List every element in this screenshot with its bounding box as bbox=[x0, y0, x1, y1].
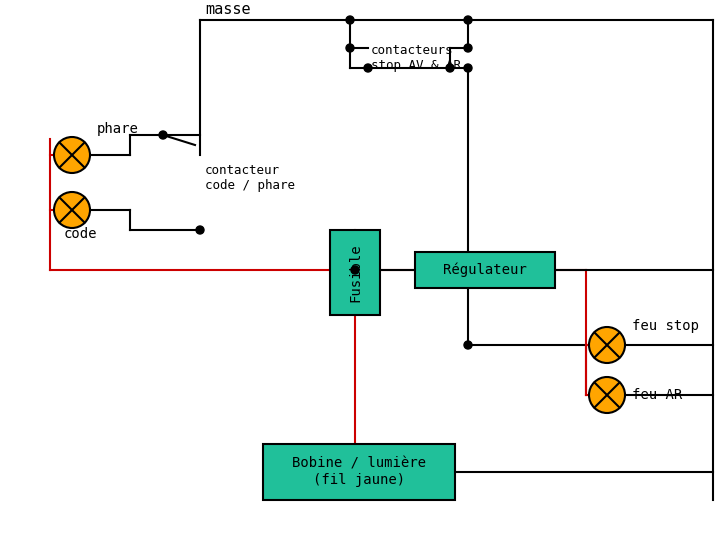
Circle shape bbox=[464, 64, 472, 72]
Circle shape bbox=[346, 44, 354, 52]
Text: Fusible: Fusible bbox=[348, 243, 362, 302]
Text: feu AR: feu AR bbox=[632, 388, 683, 402]
Circle shape bbox=[196, 226, 204, 234]
Text: masse: masse bbox=[205, 2, 251, 17]
Circle shape bbox=[464, 341, 472, 349]
Text: phare: phare bbox=[97, 122, 139, 136]
Circle shape bbox=[464, 44, 472, 52]
Circle shape bbox=[446, 64, 454, 72]
Circle shape bbox=[54, 192, 90, 228]
Circle shape bbox=[464, 16, 472, 24]
FancyBboxPatch shape bbox=[330, 230, 380, 315]
Circle shape bbox=[159, 131, 167, 139]
Text: Régulateur: Régulateur bbox=[443, 263, 527, 277]
Circle shape bbox=[589, 327, 625, 363]
Circle shape bbox=[351, 266, 359, 274]
Text: contacteurs
stop AV & AR: contacteurs stop AV & AR bbox=[371, 44, 461, 72]
Text: code: code bbox=[64, 227, 97, 241]
Circle shape bbox=[589, 377, 625, 413]
Text: feu stop: feu stop bbox=[632, 319, 699, 333]
Text: Bobine / lumière
(fil jaune): Bobine / lumière (fil jaune) bbox=[292, 457, 426, 487]
FancyBboxPatch shape bbox=[263, 444, 455, 500]
Circle shape bbox=[364, 64, 372, 72]
Text: contacteur
code / phare: contacteur code / phare bbox=[205, 164, 295, 192]
Circle shape bbox=[54, 137, 90, 173]
Circle shape bbox=[346, 16, 354, 24]
FancyBboxPatch shape bbox=[415, 252, 555, 288]
